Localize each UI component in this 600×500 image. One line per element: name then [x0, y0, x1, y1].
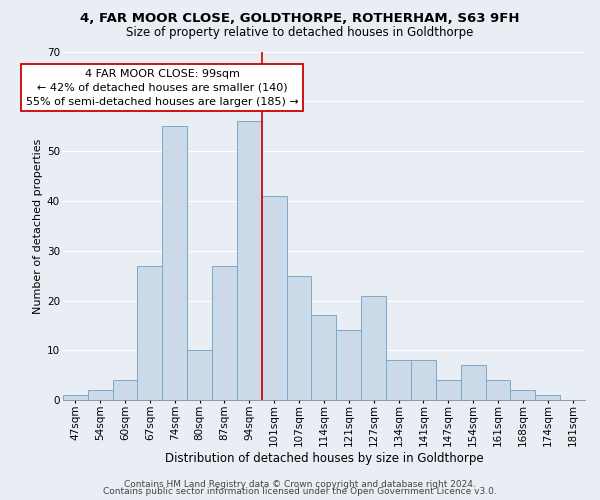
Text: Contains HM Land Registry data © Crown copyright and database right 2024.: Contains HM Land Registry data © Crown c…	[124, 480, 476, 489]
Bar	[88, 390, 113, 400]
Bar	[137, 266, 162, 400]
Bar	[237, 121, 262, 400]
Bar	[187, 350, 212, 400]
Bar	[511, 390, 535, 400]
X-axis label: Distribution of detached houses by size in Goldthorpe: Distribution of detached houses by size …	[164, 452, 483, 465]
Bar	[113, 380, 137, 400]
Bar	[311, 316, 337, 400]
Bar	[535, 395, 560, 400]
Bar	[436, 380, 461, 400]
Text: Size of property relative to detached houses in Goldthorpe: Size of property relative to detached ho…	[127, 26, 473, 39]
Bar	[461, 366, 485, 400]
Bar	[212, 266, 237, 400]
Bar	[386, 360, 411, 400]
Bar	[337, 330, 361, 400]
Bar	[63, 395, 88, 400]
Text: 4, FAR MOOR CLOSE, GOLDTHORPE, ROTHERHAM, S63 9FH: 4, FAR MOOR CLOSE, GOLDTHORPE, ROTHERHAM…	[80, 12, 520, 26]
Text: 4 FAR MOOR CLOSE: 99sqm
← 42% of detached houses are smaller (140)
55% of semi-d: 4 FAR MOOR CLOSE: 99sqm ← 42% of detache…	[26, 69, 299, 107]
Text: Contains public sector information licensed under the Open Government Licence v3: Contains public sector information licen…	[103, 488, 497, 496]
Bar	[361, 296, 386, 400]
Bar	[262, 196, 287, 400]
Bar	[411, 360, 436, 400]
Bar	[162, 126, 187, 400]
Y-axis label: Number of detached properties: Number of detached properties	[33, 138, 43, 314]
Bar	[287, 276, 311, 400]
Bar	[485, 380, 511, 400]
